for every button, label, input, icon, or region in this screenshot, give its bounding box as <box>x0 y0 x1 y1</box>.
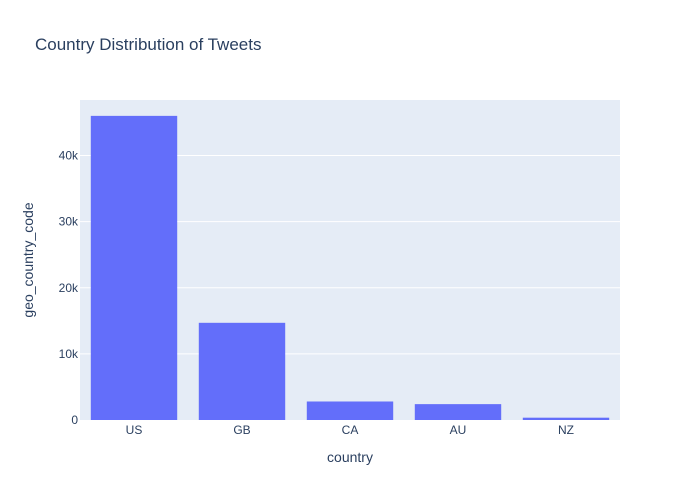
bars <box>90 115 610 420</box>
x-tick-label: CA <box>342 423 359 437</box>
chart-title: Country Distribution of Tweets <box>35 35 261 54</box>
x-axis-title: country <box>327 449 373 465</box>
bar-gb[interactable] <box>198 322 286 420</box>
y-axis-ticks: 0 10k 20k 30k 40k <box>59 149 79 427</box>
bar-us[interactable] <box>90 115 178 420</box>
bar-ca[interactable] <box>306 401 394 420</box>
y-tick-label: 20k <box>59 281 79 295</box>
bar-au[interactable] <box>414 404 502 420</box>
x-axis-ticks: US GB CA AU NZ <box>126 423 574 437</box>
y-tick-label: 30k <box>59 215 79 229</box>
y-tick-label: 10k <box>59 347 79 361</box>
bar-nz[interactable] <box>522 417 610 420</box>
y-axis-title: geo_country_code <box>20 202 36 317</box>
y-tick-label: 40k <box>59 149 79 163</box>
x-tick-label: GB <box>233 423 250 437</box>
x-tick-label: NZ <box>558 423 574 437</box>
y-tick-label: 0 <box>71 413 78 427</box>
x-tick-label: US <box>126 423 143 437</box>
x-tick-label: AU <box>450 423 467 437</box>
